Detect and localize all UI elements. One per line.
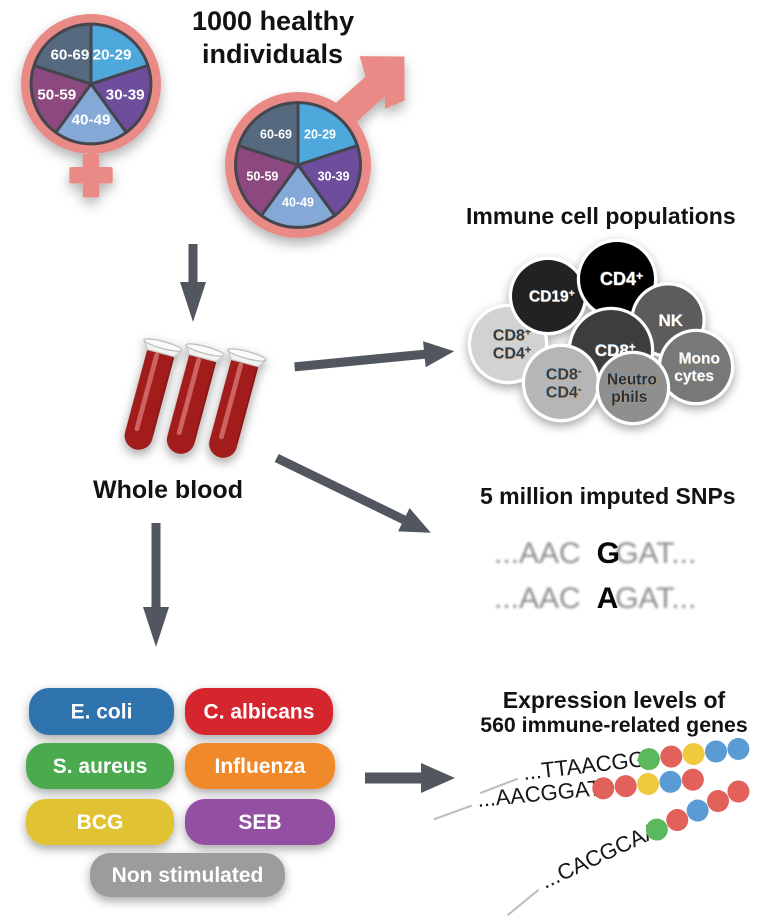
svg-text:BCG: BCG	[77, 811, 124, 834]
svg-text:...CACGCAA: ...CACGCAA	[537, 817, 663, 894]
svg-text:Neutro: Neutro	[607, 372, 657, 389]
svg-text:1000 healthy: 1000 healthy	[192, 6, 354, 36]
svg-text:...AAC: ...AAC	[494, 537, 581, 570]
svg-text:CD8-: CD8-	[546, 366, 582, 384]
svg-text:individuals: individuals	[202, 39, 343, 69]
svg-text:30-39: 30-39	[106, 87, 145, 104]
svg-text:30-39: 30-39	[318, 170, 350, 184]
svg-text:G: G	[597, 537, 620, 570]
svg-text:GAT...: GAT...	[615, 582, 696, 615]
svg-text:560 immune-related genes: 560 immune-related genes	[480, 713, 748, 737]
svg-text:Expression levels of: Expression levels of	[503, 687, 726, 713]
svg-text:Mono: Mono	[679, 351, 720, 368]
svg-text:C. albicans: C. albicans	[204, 701, 315, 724]
svg-text:SEB: SEB	[238, 811, 281, 834]
svg-text:20-29: 20-29	[93, 46, 132, 63]
svg-text:Whole blood: Whole blood	[93, 476, 243, 504]
svg-text:...AACGGAT: ...AACGGAT	[476, 775, 602, 812]
svg-text:20-29: 20-29	[304, 128, 336, 142]
svg-text:GAT...: GAT...	[615, 537, 696, 570]
svg-text:S. aureus: S. aureus	[53, 755, 148, 778]
svg-text:CD4-: CD4-	[546, 383, 582, 401]
svg-text:NK: NK	[659, 311, 684, 330]
svg-text:E. coli: E. coli	[71, 701, 133, 724]
svg-text:CD19+: CD19+	[529, 287, 575, 305]
svg-text:60-69: 60-69	[50, 46, 89, 63]
svg-text:60-69: 60-69	[260, 128, 292, 142]
svg-text:5 million imputed SNPs: 5 million imputed SNPs	[480, 483, 736, 509]
svg-text:...AAC: ...AAC	[494, 582, 581, 615]
svg-text:40-49: 40-49	[282, 195, 314, 209]
svg-text:Non stimulated: Non stimulated	[112, 864, 264, 887]
svg-text:Immune cell populations: Immune cell populations	[466, 203, 736, 229]
svg-text:phils: phils	[611, 389, 647, 406]
svg-text:40-49: 40-49	[72, 111, 111, 128]
svg-text:cytes: cytes	[674, 368, 714, 385]
svg-text:50-59: 50-59	[246, 170, 278, 184]
svg-text:Influenza: Influenza	[214, 755, 305, 778]
svg-text:A: A	[597, 582, 619, 615]
svg-text:50-59: 50-59	[37, 87, 76, 104]
